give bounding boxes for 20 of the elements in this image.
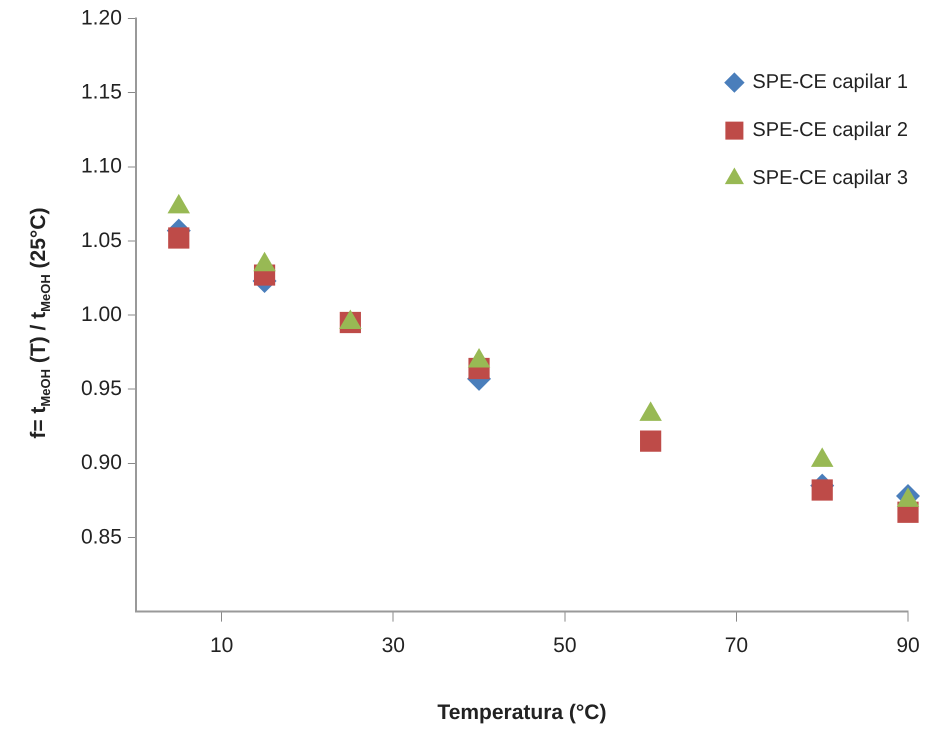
x-tick-label: 90 <box>896 634 920 657</box>
y-tick-label: 1.00 <box>80 302 122 326</box>
x-tick-label: 30 <box>382 634 405 657</box>
x-tick-label: 70 <box>724 634 748 657</box>
legend-label: SPE-CE capilar 2 <box>752 119 908 142</box>
legend-label: SPE-CE capilar 3 <box>752 167 908 190</box>
y-tick-label: 0.85 <box>80 525 122 548</box>
point <box>168 227 190 249</box>
y-tick-label: 1.20 <box>80 6 122 30</box>
y-tick-label: 1.10 <box>80 154 122 178</box>
y-tick-label: 1.15 <box>80 80 122 104</box>
point <box>640 430 662 452</box>
y-tick-label: 0.95 <box>80 377 122 400</box>
y-tick-label: 0.90 <box>80 451 122 474</box>
x-tick-label: 10 <box>210 634 234 657</box>
y-tick-label: 1.05 <box>80 228 122 252</box>
x-axis-title: Temperatura (°C) <box>437 701 606 724</box>
legend-label: SPE-CE capilar 1 <box>752 71 908 94</box>
x-tick-label: 50 <box>553 634 577 657</box>
point <box>812 479 833 501</box>
